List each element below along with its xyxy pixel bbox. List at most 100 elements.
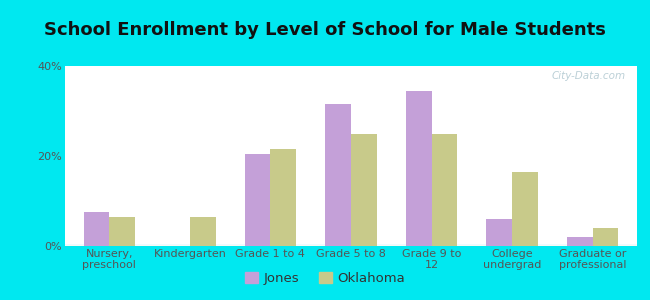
Bar [65,244,637,245]
Bar [65,245,637,246]
Bar [65,245,637,246]
Bar [512,172,538,246]
Bar [65,244,637,245]
Bar [65,244,637,245]
Bar [65,244,637,245]
Bar [65,245,637,246]
Bar [65,245,637,246]
Bar [65,245,637,246]
Bar [65,245,637,246]
Bar [65,244,637,245]
Bar [65,244,637,245]
Bar [65,245,637,246]
Bar [65,244,637,245]
Bar [65,245,637,246]
Bar [65,245,637,246]
Bar [65,244,637,245]
Bar [109,217,135,246]
Bar [65,244,637,245]
Bar [65,245,637,246]
Bar [65,244,637,245]
Bar [65,245,637,246]
Bar [65,245,637,246]
Bar [65,244,637,245]
Bar [65,245,637,246]
Bar [65,245,637,246]
Bar [65,244,637,245]
Bar [65,244,637,245]
Bar [65,245,637,246]
Bar [65,245,637,246]
Bar [65,245,637,246]
Bar [65,245,637,246]
Bar [65,245,637,246]
Text: City-Data.com: City-Data.com [551,71,625,81]
Bar [65,245,637,246]
Bar [65,245,637,246]
Bar [65,244,637,245]
Bar [65,244,637,245]
Bar [65,245,637,246]
Bar [65,244,637,245]
Bar [65,244,637,245]
Bar [65,244,637,245]
Bar [65,244,637,245]
Bar [65,244,637,245]
Bar [65,244,637,245]
Legend: Jones, Oklahoma: Jones, Oklahoma [240,267,410,290]
Bar [65,245,637,246]
Bar [65,244,637,245]
Bar [65,244,637,245]
Bar [65,244,637,245]
Bar [65,245,637,246]
Bar [65,245,637,246]
Bar [65,244,637,245]
Bar [65,244,637,245]
Bar [65,245,637,246]
Bar [65,244,637,245]
Bar [65,244,637,245]
Bar [65,244,637,245]
Bar [65,245,637,246]
Bar [65,244,637,245]
Bar [65,245,637,246]
Bar [65,244,637,245]
Bar [65,245,637,246]
Bar [65,244,637,245]
Bar [65,245,637,246]
Bar [65,244,637,245]
Bar [65,245,637,246]
Bar [65,244,637,245]
Bar [65,244,637,245]
Bar [65,245,637,246]
Bar [65,245,637,246]
Bar [65,245,637,246]
Bar [65,245,637,246]
Bar [65,244,637,245]
Bar [65,244,637,245]
Bar [65,245,637,246]
Bar [65,244,637,245]
Bar [65,244,637,245]
Bar [65,245,637,246]
Bar [65,245,637,246]
Bar [65,245,637,246]
Bar [65,244,637,245]
Bar [65,244,637,245]
Bar [65,244,637,245]
Bar [65,244,637,245]
Bar [65,245,637,246]
Bar [65,245,637,246]
Bar [65,245,637,246]
Bar [65,244,637,245]
Bar [65,244,637,245]
Bar [65,245,637,246]
Bar [65,245,637,246]
Bar [65,244,637,245]
Bar [65,245,637,246]
Bar [567,237,593,246]
Bar [65,245,637,246]
Bar [65,244,637,245]
Bar [406,91,432,246]
Bar [65,244,637,245]
